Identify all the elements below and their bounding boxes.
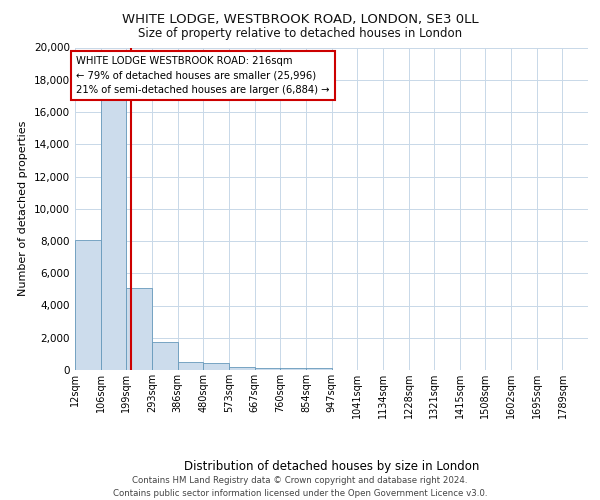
Text: WHITE LODGE WESTBROOK ROAD: 216sqm
← 79% of detached houses are smaller (25,996): WHITE LODGE WESTBROOK ROAD: 216sqm ← 79%… xyxy=(76,56,330,95)
Bar xyxy=(152,342,178,370)
Text: Size of property relative to detached houses in London: Size of property relative to detached ho… xyxy=(138,28,462,40)
Y-axis label: Number of detached properties: Number of detached properties xyxy=(19,121,28,296)
Bar xyxy=(127,288,152,370)
Text: WHITE LODGE, WESTBROOK ROAD, LONDON, SE3 0LL: WHITE LODGE, WESTBROOK ROAD, LONDON, SE3… xyxy=(122,12,478,26)
Bar xyxy=(75,240,101,370)
Bar xyxy=(178,362,203,370)
Bar xyxy=(229,367,254,370)
X-axis label: Distribution of detached houses by size in London: Distribution of detached houses by size … xyxy=(184,460,479,473)
Bar xyxy=(254,368,280,370)
Bar xyxy=(101,96,127,370)
Bar xyxy=(203,362,229,370)
Bar xyxy=(280,368,306,370)
Bar xyxy=(306,368,331,370)
Text: Contains HM Land Registry data © Crown copyright and database right 2024.
Contai: Contains HM Land Registry data © Crown c… xyxy=(113,476,487,498)
